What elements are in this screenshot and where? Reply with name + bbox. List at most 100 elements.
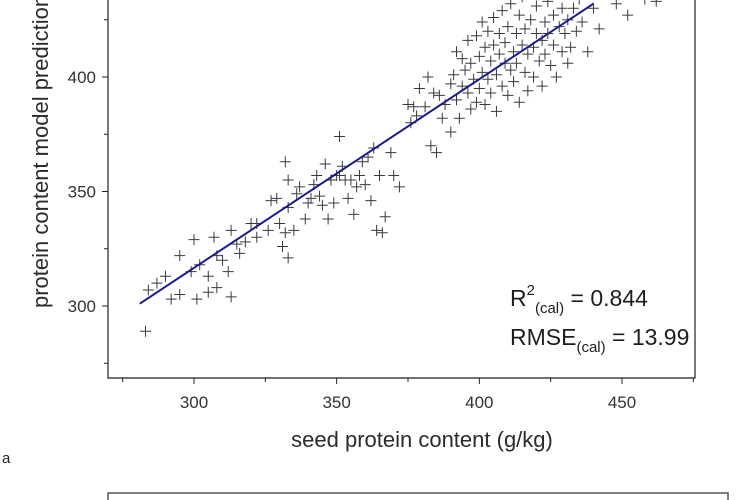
data-point [530, 0, 542, 12]
data-point [476, 16, 488, 28]
data-point [413, 82, 425, 94]
rmse-sub: (cal) [576, 339, 605, 356]
data-point [314, 190, 326, 202]
data-point [393, 181, 405, 193]
data-point [211, 282, 223, 294]
data-point [610, 0, 622, 10]
data-point [488, 39, 500, 51]
data-point [548, 9, 560, 21]
data-point [548, 39, 560, 51]
data-point [302, 197, 314, 209]
data-point [276, 240, 288, 252]
data-point [521, 0, 523, 3]
data-point [451, 46, 463, 58]
data-point [462, 34, 474, 46]
data-point [311, 169, 323, 181]
data-point [322, 213, 334, 225]
y-tick-label: 400 [68, 68, 96, 87]
data-point [542, 0, 554, 7]
data-point [479, 98, 491, 110]
r2-sup: 2 [527, 282, 535, 299]
data-point [451, 94, 463, 106]
data-point [545, 60, 557, 72]
data-point [139, 325, 151, 337]
data-point [539, 16, 551, 28]
data-point [334, 131, 346, 143]
data-point [465, 103, 477, 115]
data-point [536, 80, 548, 92]
data-point [188, 234, 200, 246]
data-point [202, 270, 214, 282]
data-point [622, 9, 634, 21]
data-point [433, 89, 445, 101]
data-point [510, 27, 522, 39]
data-point [567, 2, 579, 14]
data-point [342, 192, 354, 204]
data-point [408, 101, 420, 113]
data-point [462, 87, 474, 99]
data-point [279, 156, 291, 168]
data-point [225, 291, 237, 303]
data-point [473, 82, 485, 94]
r2-annotation: R2(cal) = 0.844 [510, 282, 648, 317]
data-point [159, 270, 171, 282]
data-point [499, 37, 511, 49]
data-point [508, 76, 520, 88]
x-tick-label: 400 [465, 393, 493, 412]
data-point [459, 64, 471, 76]
data-point [419, 101, 431, 113]
rmse-value: = 13.99 [606, 324, 690, 350]
data-point [371, 224, 383, 236]
data-point [174, 289, 186, 301]
x-tick-label: 350 [322, 393, 350, 412]
data-point [513, 96, 525, 108]
data-point [490, 69, 502, 81]
data-point [291, 188, 303, 200]
data-point [530, 27, 542, 39]
data-point [385, 147, 397, 159]
data-point [345, 174, 357, 186]
data-point [559, 27, 571, 39]
x-axis-title: seed protein content (g/kg) [291, 427, 553, 452]
plot-frame [107, 0, 696, 379]
data-point [431, 147, 443, 159]
data-point [365, 195, 377, 207]
data-point [533, 55, 545, 67]
data-point [496, 80, 508, 92]
data-point [593, 23, 605, 35]
data-point [519, 66, 531, 78]
data-point [482, 25, 494, 37]
data-point [582, 46, 594, 58]
data-point [279, 227, 291, 239]
data-point [519, 23, 531, 35]
data-point [422, 71, 434, 83]
data-point [265, 195, 277, 207]
data-point [510, 57, 522, 69]
data-point [490, 105, 502, 117]
data-point [445, 126, 457, 138]
data-point [271, 192, 283, 204]
data-point [262, 224, 274, 236]
regression-line [139, 2, 595, 305]
y-tick-label: 350 [68, 183, 96, 202]
data-point [348, 208, 360, 220]
data-point [476, 66, 488, 78]
data-point [502, 89, 514, 101]
data-point [470, 96, 482, 108]
data-point [388, 169, 400, 181]
data-point [151, 277, 163, 289]
data-point [359, 179, 371, 191]
data-point [556, 46, 568, 58]
data-point [402, 98, 414, 110]
data-point [319, 158, 331, 170]
data-point [448, 69, 460, 81]
data-point [299, 213, 311, 225]
data-point [493, 48, 505, 60]
data-point [376, 227, 388, 239]
data-point [485, 55, 497, 67]
y-tick-label: 300 [68, 297, 96, 316]
r2-value: = 0.844 [564, 285, 648, 311]
data-point [239, 236, 251, 248]
data-point [550, 71, 562, 83]
